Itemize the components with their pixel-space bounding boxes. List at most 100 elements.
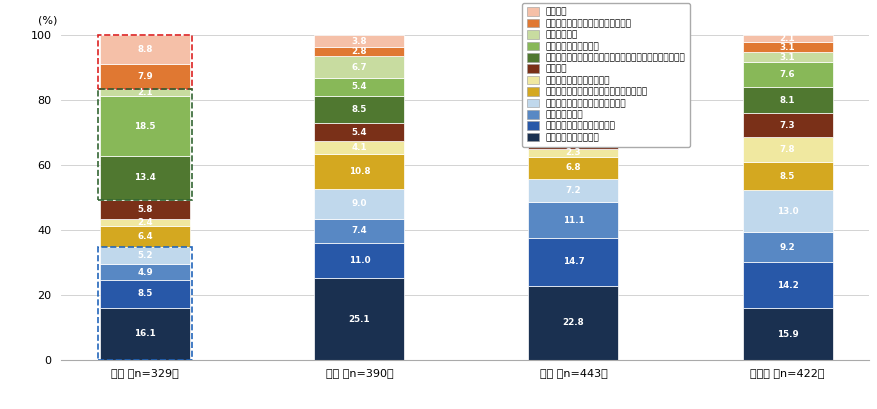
Bar — [100, 280, 190, 308]
Bar — [528, 75, 617, 94]
Bar — [742, 308, 831, 360]
Bar — [528, 157, 617, 179]
Bar — [314, 243, 404, 279]
Bar — [742, 35, 831, 42]
Bar — [100, 64, 190, 89]
Bar — [100, 264, 190, 280]
Bar — [100, 89, 190, 96]
Text: 8.5: 8.5 — [779, 172, 795, 181]
Bar — [528, 51, 617, 75]
Text: 3.1: 3.1 — [779, 53, 795, 62]
Text: 9.5: 9.5 — [565, 129, 581, 138]
Text: 6.7: 6.7 — [351, 63, 367, 72]
Bar — [528, 118, 617, 149]
Text: 8.5: 8.5 — [138, 289, 153, 298]
Text: 5.4: 5.4 — [351, 83, 367, 92]
Bar — [314, 141, 404, 154]
Text: 8.8: 8.8 — [138, 45, 153, 54]
Bar — [314, 47, 404, 56]
Bar — [98, 35, 192, 89]
Bar — [314, 189, 404, 218]
Bar — [314, 154, 404, 189]
Text: 16.1: 16.1 — [134, 329, 156, 338]
Text: 2.1: 2.1 — [779, 34, 795, 43]
Bar — [742, 113, 831, 137]
Bar — [528, 179, 617, 202]
Bar — [314, 78, 404, 96]
Text: 6.4: 6.4 — [138, 232, 153, 241]
Text: 7.8: 7.8 — [779, 145, 795, 154]
Text: 8.5: 8.5 — [352, 105, 367, 114]
Text: 7.9: 7.9 — [138, 72, 153, 81]
Text: 4.9: 4.9 — [138, 267, 153, 276]
Text: 7.4: 7.4 — [351, 226, 367, 235]
Text: 14.2: 14.2 — [776, 281, 797, 290]
Bar — [528, 202, 617, 238]
Bar — [528, 149, 617, 157]
Text: 2.8: 2.8 — [351, 47, 367, 56]
Text: 14.7: 14.7 — [562, 257, 584, 266]
Bar — [98, 247, 192, 360]
Text: 7.4: 7.4 — [565, 58, 581, 67]
Text: (%): (%) — [39, 16, 58, 25]
Text: 2.0: 2.0 — [565, 34, 581, 43]
Bar — [742, 162, 831, 190]
Bar — [742, 52, 831, 62]
Bar — [742, 87, 831, 113]
Text: 5.4: 5.4 — [351, 128, 367, 137]
Text: 8.1: 8.1 — [779, 96, 795, 105]
Bar — [100, 227, 190, 247]
Bar — [100, 200, 190, 218]
Text: 13.0: 13.0 — [776, 207, 797, 216]
Bar — [742, 232, 831, 262]
Text: 5.2: 5.2 — [138, 251, 153, 260]
Bar — [100, 96, 190, 156]
Bar — [314, 96, 404, 124]
Text: 22.8: 22.8 — [562, 318, 583, 327]
Text: 5.8: 5.8 — [138, 204, 153, 213]
Bar — [314, 218, 404, 243]
Text: 13.4: 13.4 — [134, 173, 156, 182]
Text: 4.1: 4.1 — [351, 143, 367, 152]
Bar — [742, 190, 831, 232]
Text: 2.9: 2.9 — [565, 42, 581, 51]
Bar — [528, 35, 617, 41]
Text: 2.3: 2.3 — [565, 148, 581, 157]
Text: 2.1: 2.1 — [138, 88, 153, 97]
Text: 10.8: 10.8 — [348, 167, 370, 176]
Text: 3.8: 3.8 — [351, 37, 367, 46]
Bar — [742, 42, 831, 52]
Bar — [528, 41, 617, 51]
Bar — [742, 62, 831, 87]
Text: 5.9: 5.9 — [565, 80, 581, 89]
Text: 11.1: 11.1 — [562, 216, 584, 225]
Text: 18.5: 18.5 — [134, 121, 156, 130]
Bar — [314, 56, 404, 78]
Text: 11.0: 11.0 — [348, 256, 370, 265]
Text: 25.1: 25.1 — [348, 315, 370, 324]
Bar — [100, 218, 190, 227]
Bar — [98, 89, 192, 200]
Bar — [100, 156, 190, 200]
Bar — [100, 247, 190, 264]
Text: 7.4: 7.4 — [565, 102, 581, 111]
Bar — [314, 124, 404, 141]
Text: 7.2: 7.2 — [565, 186, 581, 195]
Bar — [528, 238, 617, 286]
Text: 9.0: 9.0 — [351, 200, 367, 209]
Bar — [314, 35, 404, 47]
Text: 6.8: 6.8 — [565, 163, 581, 172]
Bar — [100, 308, 190, 360]
Bar — [528, 94, 617, 118]
Text: 7.3: 7.3 — [779, 121, 795, 130]
Text: 15.9: 15.9 — [776, 330, 797, 339]
Bar — [314, 279, 404, 360]
Text: 9.2: 9.2 — [779, 243, 795, 252]
Bar — [742, 137, 831, 162]
Bar — [100, 35, 190, 64]
Bar — [528, 286, 617, 360]
Text: 2.4: 2.4 — [138, 218, 153, 227]
Text: 7.6: 7.6 — [779, 70, 795, 79]
Bar — [742, 262, 831, 308]
Text: 3.1: 3.1 — [779, 43, 795, 52]
